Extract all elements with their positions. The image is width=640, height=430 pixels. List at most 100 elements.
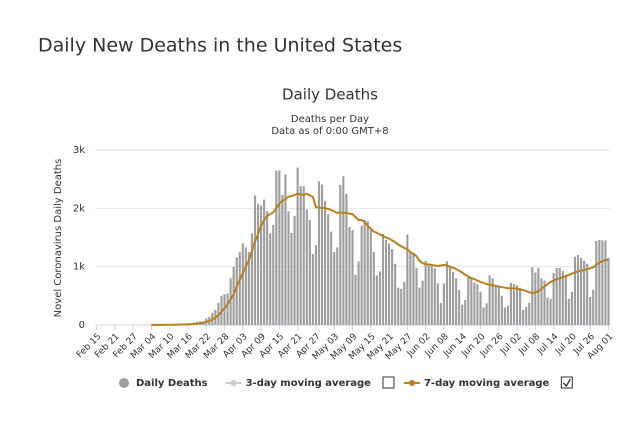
bar: [339, 185, 342, 325]
bar: [272, 224, 275, 325]
bar: [296, 167, 299, 325]
moving-average-line: [151, 192, 609, 326]
bar: [433, 268, 436, 325]
bar: [336, 247, 339, 325]
bar: [479, 291, 482, 325]
bar: [226, 293, 229, 325]
bar: [369, 228, 372, 325]
bar: [455, 278, 458, 325]
legend-checkbox[interactable]: [560, 376, 573, 389]
bar: [287, 211, 290, 325]
bar: [528, 302, 531, 325]
bar: [540, 278, 543, 325]
bar: [461, 304, 464, 325]
bar: [378, 271, 381, 325]
bar: [314, 245, 317, 325]
bar: [388, 243, 391, 325]
bar: [360, 225, 363, 325]
y-tick-label: 1k: [73, 262, 85, 273]
bar: [448, 266, 452, 325]
bar: [604, 240, 607, 325]
bar: [534, 272, 537, 325]
bar: [564, 274, 567, 325]
bar: [464, 299, 467, 325]
bar: [442, 283, 445, 325]
bar: [412, 253, 415, 325]
bar: [241, 243, 244, 325]
bar: [421, 280, 424, 325]
y-tick-label: 2k: [73, 203, 85, 214]
chart-title: Daily Deaths: [282, 86, 378, 104]
bar: [583, 260, 586, 325]
bar: [473, 282, 476, 325]
bar: [522, 309, 525, 325]
y-tick-label: 0: [79, 320, 85, 331]
bar: [570, 291, 573, 325]
legend-label[interactable]: Daily Deaths: [136, 378, 208, 389]
bar: [384, 239, 388, 325]
chart-subtitle: Deaths per Day: [291, 114, 369, 125]
bar: [320, 184, 324, 325]
bar: [525, 306, 528, 325]
bar: [342, 176, 345, 325]
bar: [543, 280, 546, 325]
bar: [397, 287, 400, 325]
bar: [293, 215, 296, 325]
bar: [418, 287, 421, 325]
bar: [281, 194, 284, 325]
bar: [305, 209, 308, 325]
bar: [476, 284, 479, 325]
bar: [229, 278, 232, 325]
checkbox-mark: [562, 378, 571, 388]
bar: [482, 307, 485, 325]
legend-label[interactable]: 7-day moving average: [424, 378, 550, 389]
bar: [506, 305, 509, 325]
bar: [256, 203, 260, 325]
bar: [515, 285, 519, 325]
bar: [247, 252, 250, 325]
bar: [439, 302, 442, 325]
page-title: Daily New Deaths in the United States: [38, 35, 402, 57]
bar: [406, 234, 409, 325]
bar: [579, 257, 583, 325]
bar: [488, 275, 491, 325]
bar: [592, 290, 595, 325]
bar: [607, 257, 610, 325]
bar: [552, 273, 555, 325]
bar: [589, 297, 592, 325]
bar: [485, 303, 488, 325]
bar: [491, 278, 494, 325]
bar: [415, 267, 418, 325]
bar: [567, 298, 570, 325]
bar: [601, 240, 604, 325]
bar: [363, 220, 366, 325]
bar: [299, 186, 302, 325]
legend-checkbox[interactable]: [382, 376, 395, 389]
bar: [427, 264, 430, 325]
bar: [546, 297, 549, 325]
bar: [317, 181, 321, 325]
bar: [311, 253, 314, 325]
bar: [586, 263, 589, 325]
legend-symbol[interactable]: [230, 380, 237, 386]
y-axis-label: Novel Coronavirus Daily Deaths: [53, 159, 64, 318]
bar: [333, 252, 336, 325]
legend-symbol[interactable]: [119, 378, 129, 388]
bar: [409, 252, 412, 325]
bar: [330, 231, 333, 325]
bar: [269, 233, 272, 325]
bar: [555, 267, 558, 325]
bar: [537, 267, 540, 325]
bar: [558, 267, 561, 325]
bar: [497, 287, 500, 325]
bar: [451, 271, 455, 325]
legend-label[interactable]: 3-day moving average: [246, 378, 372, 389]
bar: [458, 290, 461, 325]
bar: [357, 261, 360, 325]
bar: [573, 256, 577, 325]
chart-note: Data as of 0:00 GMT+8: [271, 126, 388, 137]
bar: [467, 275, 470, 325]
legend-symbol[interactable]: [408, 380, 415, 386]
bar: [470, 277, 473, 325]
